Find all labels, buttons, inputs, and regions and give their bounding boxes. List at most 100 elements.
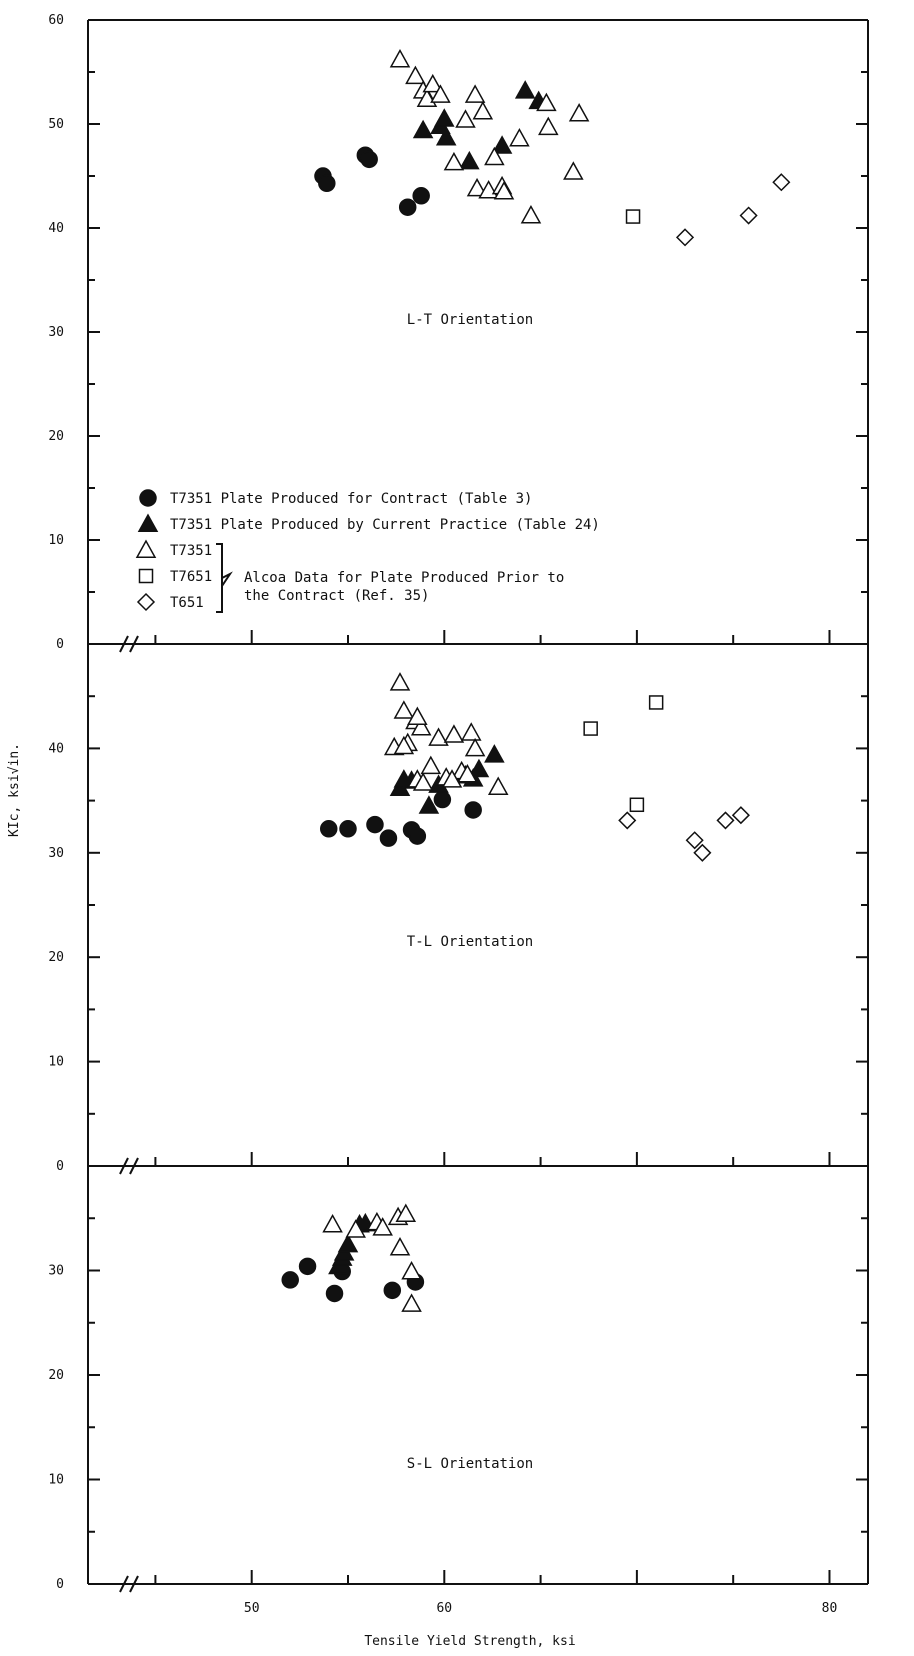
panel-tl: 0 10 20 30 40 T-L Orientation <box>48 643 869 1175</box>
point-0-1-0 <box>412 119 434 139</box>
legend-marker-0 <box>139 489 157 507</box>
x-tick-label: 60 <box>436 1601 452 1616</box>
axis-break <box>119 635 139 653</box>
axis-break <box>119 1157 139 1175</box>
panel-title-tl: T-L Orientation <box>407 934 533 950</box>
point-1-0-2 <box>366 815 384 834</box>
point-1-1-3 <box>418 795 440 814</box>
legend-label-0: T7351 Plate Produced for Contract (Table… <box>170 491 532 507</box>
panel-sl-axes <box>87 1166 869 1593</box>
point-0-4-2 <box>772 173 791 192</box>
point-0-0-1 <box>318 174 336 193</box>
point-2-0-2 <box>325 1284 344 1303</box>
point-1-1-7 <box>468 758 490 778</box>
point-0-0-5 <box>412 187 430 205</box>
legend-marker-3 <box>138 568 154 584</box>
point-1-2-14 <box>487 776 509 795</box>
point-0-2-12 <box>484 146 505 166</box>
point-2-2-5 <box>395 1203 417 1223</box>
x-tick-label: 50 <box>244 1601 260 1616</box>
point-1-3-1 <box>629 797 645 813</box>
y-tick-label: 40 <box>48 741 64 756</box>
point-1-4-3 <box>716 811 735 830</box>
y-tick-label: 10 <box>48 1473 64 1488</box>
panel-tl-ticks: 0 10 20 30 40 <box>48 643 868 1174</box>
point-0-2-19 <box>563 161 584 180</box>
point-0-2-20 <box>568 103 590 122</box>
point-1-2-5 <box>412 772 434 791</box>
legend-bracket-bottom <box>221 571 233 587</box>
panel-title-sl: S-L Orientation <box>407 1456 533 1472</box>
point-2-2-7 <box>401 1261 422 1280</box>
panel-sl-ticks: 0 10 20 30 <box>48 1165 868 1592</box>
point-0-2-10 <box>472 100 494 120</box>
point-1-0-7 <box>464 801 482 819</box>
point-0-3-0 <box>625 209 641 224</box>
y-tick-label: 50 <box>48 117 64 132</box>
point-0-1-2 <box>434 108 455 127</box>
point-1-0-3 <box>379 829 398 847</box>
point-0-0-3 <box>360 150 378 169</box>
y-tick-label: 20 <box>48 1368 64 1383</box>
point-0-2-9 <box>466 177 488 197</box>
y-tick-label: 30 <box>48 846 64 861</box>
point-0-2-6 <box>443 151 465 171</box>
y-tick-label: 40 <box>48 221 64 236</box>
legend: T7351 Plate Produced for Contract (Table… <box>135 489 600 613</box>
panel-sl-marks <box>281 1203 425 1312</box>
point-2-1-3 <box>337 1233 359 1253</box>
point-1-0-5 <box>408 827 427 845</box>
point-1-4-4 <box>731 806 750 825</box>
panel-tl-marks <box>319 672 750 862</box>
point-1-3-0 <box>583 721 598 736</box>
legend-marker-2 <box>135 539 157 558</box>
point-0-2-5 <box>430 84 451 103</box>
legend-items: T7351 Plate Produced for Contract (Table… <box>135 489 600 612</box>
point-1-0-0 <box>319 820 338 838</box>
point-2-0-1 <box>298 1257 317 1276</box>
point-1-2-13 <box>464 737 486 757</box>
point-1-4-2 <box>693 843 712 862</box>
point-1-4-1 <box>685 831 704 850</box>
point-2-2-6 <box>389 1236 411 1256</box>
y-tick-label: 0 <box>56 637 64 652</box>
legend-label-4: T651 <box>170 595 204 611</box>
point-2-2-8 <box>401 1293 422 1312</box>
point-1-2-9 <box>443 724 465 743</box>
point-1-2-15 <box>393 735 415 755</box>
legend-label-3: T7651 <box>170 569 212 585</box>
legend-marker-4 <box>136 592 156 612</box>
point-0-2-18 <box>538 116 559 136</box>
point-0-1-4 <box>459 150 480 170</box>
panel-title-lt: L-T Orientation <box>407 312 533 328</box>
point-1-0-1 <box>339 820 357 838</box>
point-2-2-1 <box>345 1219 366 1238</box>
legend-marker-1 <box>137 513 159 532</box>
point-0-2-7 <box>455 109 476 128</box>
legend-bracket-top <box>216 543 223 613</box>
point-1-1-8 <box>484 744 505 763</box>
y-tick-label: 30 <box>48 1264 64 1279</box>
point-2-2-0 <box>322 1213 343 1233</box>
point-1-2-1 <box>389 672 411 691</box>
point-0-2-15 <box>509 128 530 147</box>
y-tick-label: 0 <box>56 1577 64 1592</box>
point-1-2-11 <box>457 763 478 783</box>
point-0-4-1 <box>739 206 758 225</box>
point-1-2-18 <box>407 706 428 726</box>
point-2-0-4 <box>383 1281 402 1300</box>
x-axis-title: Tensile Yield Strength, ksi <box>364 1634 575 1649</box>
point-0-2-17 <box>536 92 557 112</box>
y-tick-label: 10 <box>48 1055 64 1070</box>
panel-lt-marks <box>314 48 791 247</box>
point-0-1-6 <box>514 80 536 99</box>
point-2-2-3 <box>372 1217 393 1236</box>
panel-lt-ticks: 0 10 20 30 40 50 60 <box>48 13 868 652</box>
panel-tl-axes <box>87 644 869 1175</box>
y-tick-label: 60 <box>48 13 64 28</box>
point-1-4-0 <box>618 811 637 830</box>
y-axis-title: KIc, ksi√in. <box>7 743 22 837</box>
panel-sl: 0 10 20 30 S-L Orientation <box>48 1165 869 1593</box>
legend-label-2: T7351 <box>170 543 212 559</box>
